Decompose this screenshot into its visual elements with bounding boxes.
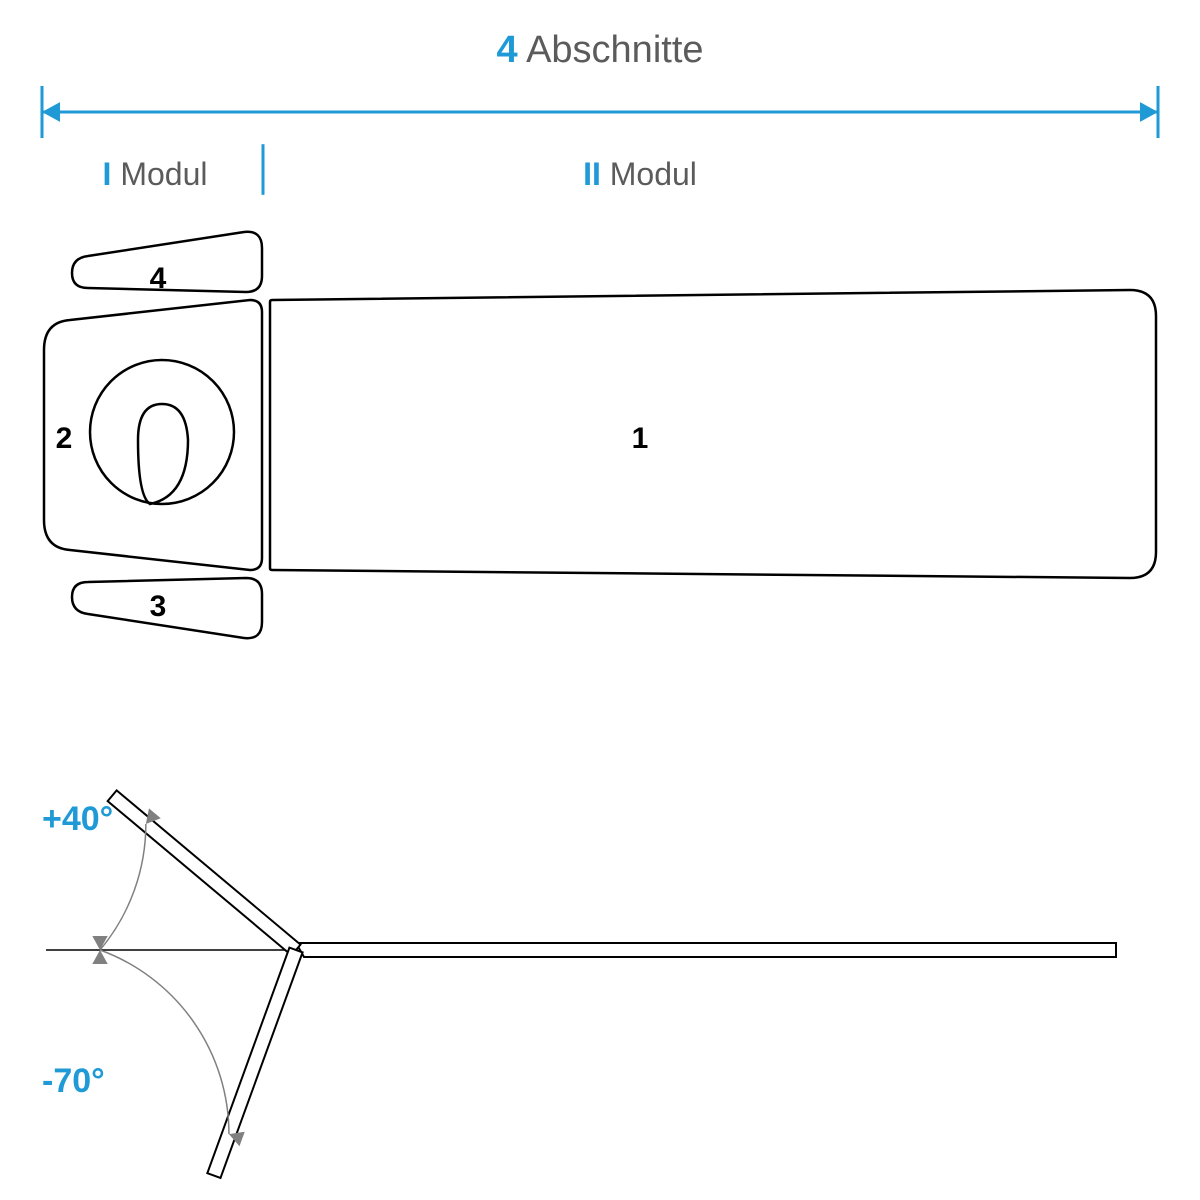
segment-1-body-label: 1 [632, 422, 649, 455]
title: 4 Abschnitte [496, 29, 703, 71]
segment-1-body [270, 290, 1156, 578]
svg-text:II Modul: II Modul [583, 156, 697, 192]
angle-down-label: -70° [42, 1062, 105, 1100]
diagram-canvas: 4 Abschnitte I Modul II Modul 1 4 3 2 +40° -7… [0, 0, 1200, 1200]
segment-4-arm-top-label: 4 [150, 262, 167, 295]
angle-up-label: +40° [42, 800, 113, 838]
arc-down [100, 950, 229, 1134]
dimension-bar-total [42, 86, 1158, 138]
segment-3-arm-bottom-label: 3 [150, 590, 167, 623]
module-labels: I Modul II Modul [103, 144, 697, 195]
segment-3-arm-bottom [72, 578, 262, 638]
segment-4-arm-top [72, 232, 262, 292]
segment-2-head [44, 300, 262, 570]
svg-text:I Modul: I Modul [103, 156, 208, 192]
side-body-plate [296, 943, 1116, 957]
side-head-down [207, 948, 302, 1178]
table-side-view: +40° -70° [42, 790, 1116, 1178]
segment-2-head-label: 2 [56, 422, 73, 455]
arc-up [100, 824, 146, 950]
table-top-view: 1 4 3 2 [44, 232, 1156, 638]
side-head-up [108, 790, 301, 955]
